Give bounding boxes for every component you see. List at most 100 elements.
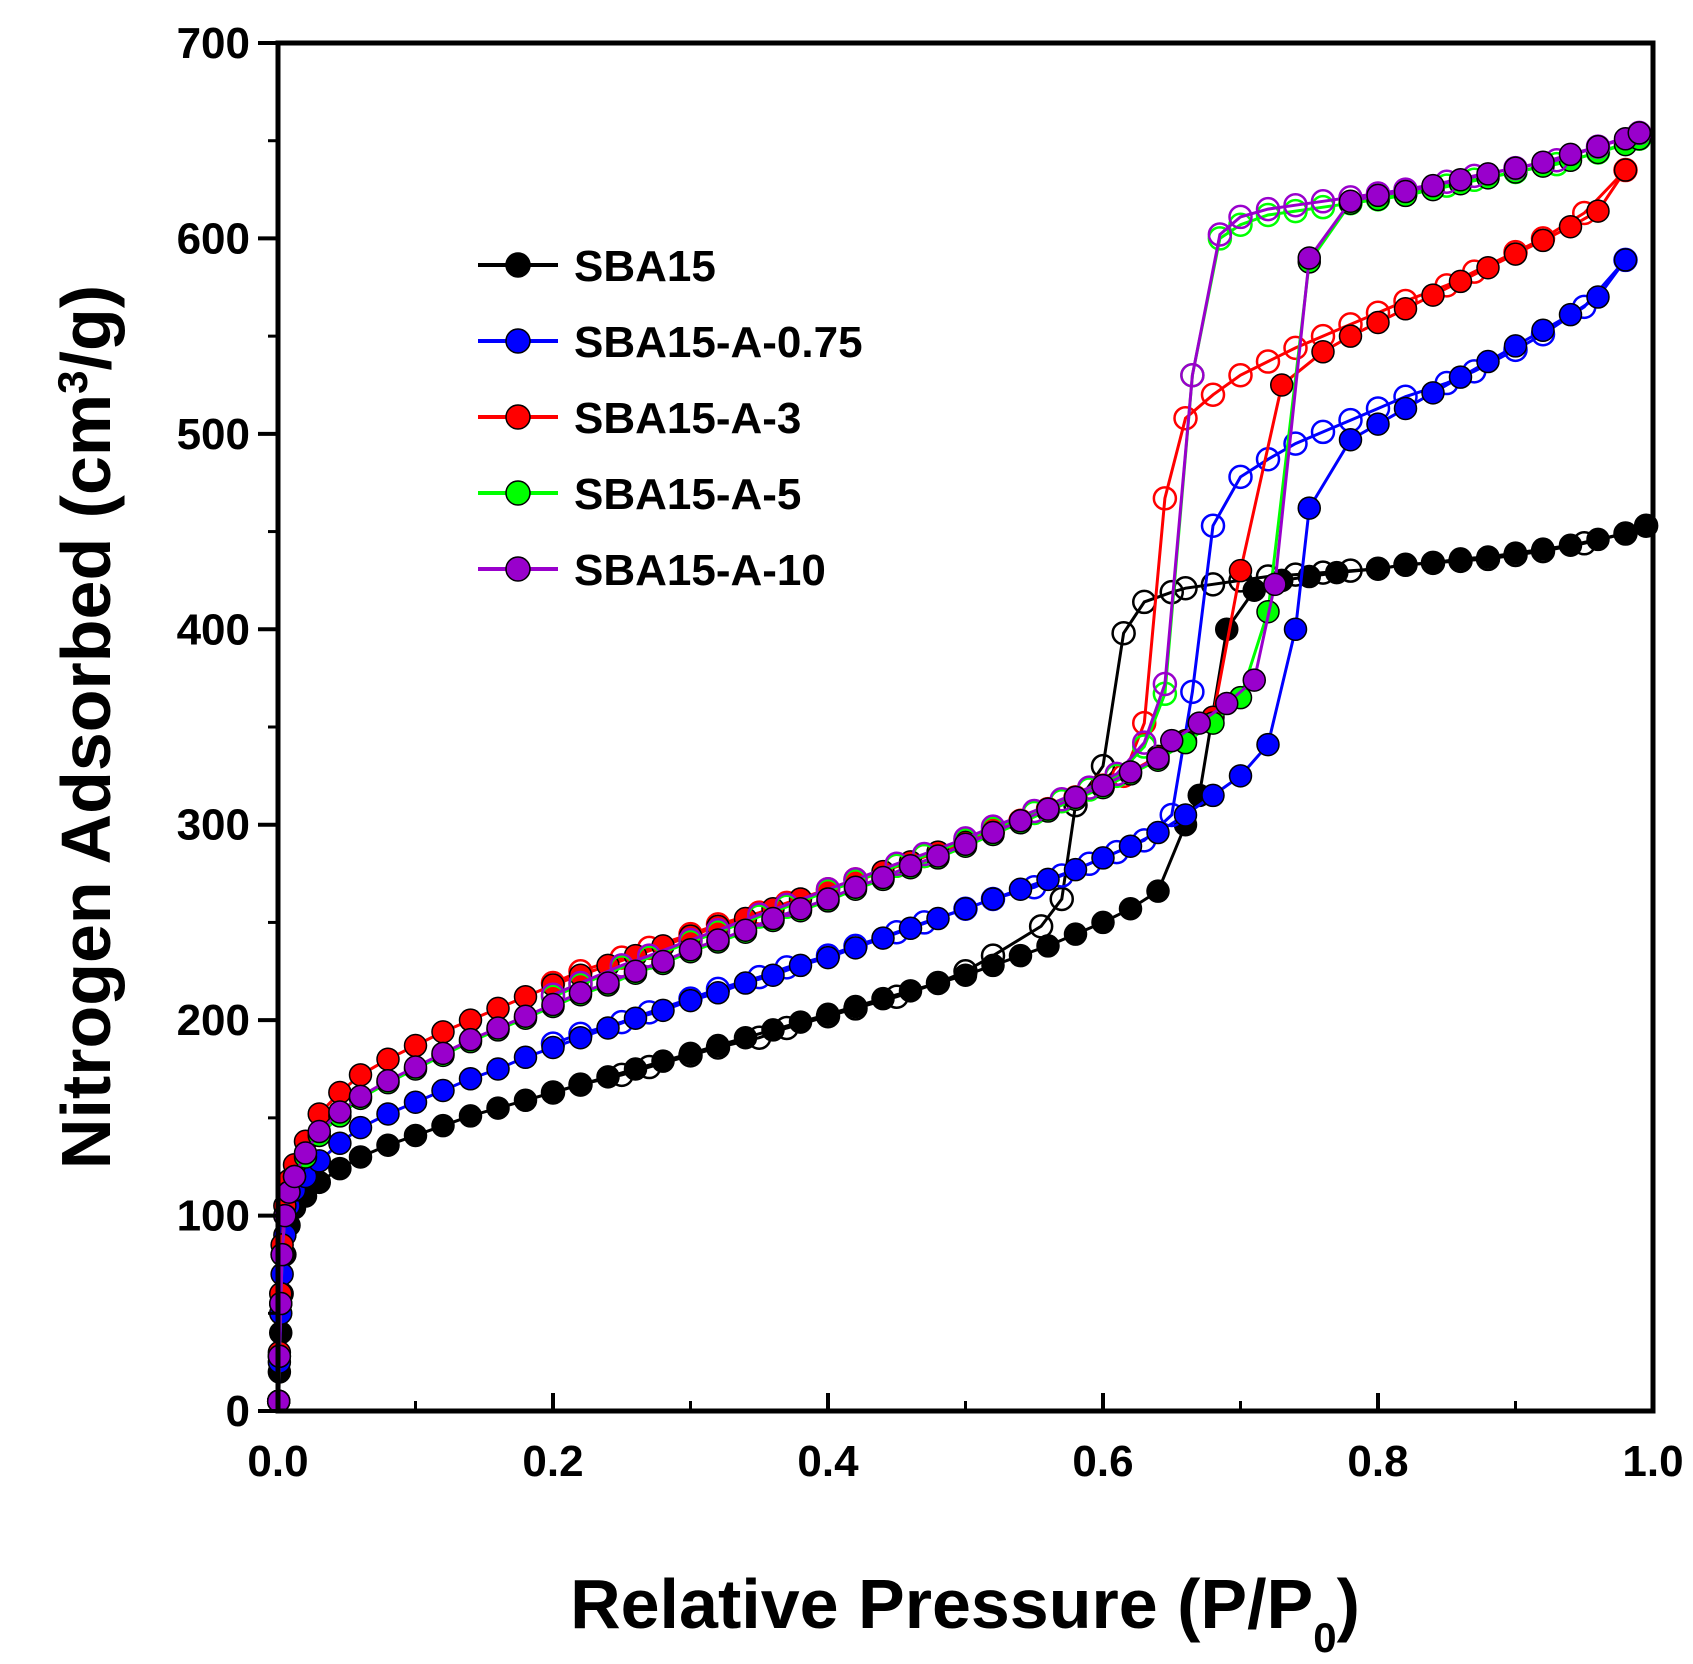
adsorption-point bbox=[871, 865, 895, 890]
adsorption-point bbox=[541, 1035, 565, 1060]
desorption-point bbox=[1200, 513, 1226, 538]
adsorption-point bbox=[623, 1057, 648, 1081]
adsorption-point bbox=[1215, 691, 1239, 716]
adsorption-point bbox=[458, 1104, 483, 1128]
x-axis-title: Relative Pressure (P/P0) bbox=[570, 1565, 1360, 1659]
adsorption-point bbox=[328, 1080, 352, 1105]
adsorption-point bbox=[1558, 142, 1583, 167]
adsorption-point bbox=[568, 1025, 593, 1050]
desorption-point bbox=[1152, 671, 1178, 697]
adsorption-point bbox=[1297, 564, 1321, 589]
adsorption-point bbox=[1627, 121, 1651, 145]
adsorption-point bbox=[513, 1088, 538, 1113]
adsorption-point bbox=[1091, 773, 1115, 798]
adsorption-point bbox=[1146, 746, 1170, 771]
adsorption-point bbox=[1063, 857, 1088, 882]
y-tick-label: 100 bbox=[177, 1192, 250, 1241]
adsorption-point bbox=[486, 1016, 510, 1040]
adsorption-point bbox=[307, 1119, 331, 1144]
adsorption-point bbox=[898, 916, 923, 941]
legend-marker bbox=[505, 404, 531, 430]
x-tick-label: 1.0 bbox=[1622, 1437, 1683, 1486]
desorption-point bbox=[1228, 362, 1253, 388]
adsorption-point bbox=[1173, 803, 1198, 827]
adsorption-point bbox=[596, 971, 620, 995]
desorption-point bbox=[1152, 486, 1178, 511]
adsorption-point bbox=[1242, 578, 1266, 602]
adsorption-point bbox=[706, 1033, 730, 1058]
y-axis-title: Nitrogen Adsorbed (cm3/g) bbox=[47, 285, 125, 1169]
adsorption-point bbox=[981, 820, 1005, 845]
adsorption-point bbox=[348, 1145, 373, 1169]
adsorption-point bbox=[1366, 183, 1390, 208]
adsorption-point bbox=[1118, 760, 1143, 784]
adsorption-point bbox=[898, 854, 923, 878]
adsorption-point bbox=[1311, 340, 1335, 364]
adsorption-point bbox=[1146, 820, 1170, 845]
desorption-point bbox=[1255, 349, 1281, 374]
x-tick-label: 0.4 bbox=[797, 1437, 859, 1486]
adsorption-point bbox=[348, 1063, 373, 1087]
desorption-point bbox=[1180, 362, 1205, 388]
adsorption-point bbox=[733, 1025, 758, 1050]
adsorption-point bbox=[1421, 551, 1445, 575]
adsorption-point bbox=[678, 1041, 703, 1066]
adsorption-line bbox=[277, 524, 1647, 1402]
adsorption-point bbox=[1421, 173, 1445, 198]
adsorption-point bbox=[431, 1113, 455, 1138]
adsorption-point bbox=[1476, 162, 1500, 186]
desorption-point bbox=[1283, 431, 1308, 456]
legend-marker bbox=[505, 252, 531, 278]
adsorption-point bbox=[1338, 427, 1363, 452]
adsorption-point bbox=[788, 953, 813, 978]
desorption-point bbox=[1283, 192, 1308, 218]
desorption-point bbox=[1228, 204, 1253, 230]
adsorption-point bbox=[513, 984, 538, 1009]
adsorption-point bbox=[1325, 560, 1349, 585]
adsorption-point bbox=[1146, 879, 1170, 903]
adsorption-point bbox=[486, 1096, 510, 1120]
adsorption-point bbox=[1201, 783, 1225, 808]
adsorption-point bbox=[403, 1123, 428, 1148]
adsorption-point bbox=[1421, 283, 1445, 307]
adsorption-point bbox=[1448, 365, 1473, 389]
adsorption-point bbox=[1366, 556, 1390, 581]
adsorption-point bbox=[623, 959, 648, 984]
adsorption-point bbox=[651, 1049, 675, 1073]
x-axis-title-sub: 0 bbox=[1313, 1614, 1336, 1660]
adsorption-point bbox=[953, 832, 978, 857]
adsorption-point bbox=[1118, 896, 1143, 921]
y-tick-label: 700 bbox=[177, 19, 250, 68]
adsorption-point bbox=[1118, 834, 1143, 858]
adsorption-point bbox=[1421, 381, 1445, 405]
adsorption-point bbox=[458, 1067, 483, 1091]
adsorption-point bbox=[678, 988, 703, 1013]
adsorption-point bbox=[403, 1033, 428, 1058]
desorption-point bbox=[1255, 196, 1281, 222]
adsorption-point bbox=[1338, 324, 1363, 348]
adsorption-point bbox=[328, 1131, 352, 1156]
adsorption-point bbox=[761, 906, 785, 931]
adsorption-point bbox=[843, 994, 868, 1019]
adsorption-point bbox=[1586, 285, 1610, 309]
adsorption-point bbox=[1531, 228, 1555, 253]
adsorption-point bbox=[596, 1016, 620, 1040]
y-axis: 0 100 200 300 400 500 600 700 bbox=[177, 19, 278, 1436]
adsorption-point bbox=[1476, 255, 1500, 280]
adsorption-point bbox=[1558, 533, 1583, 558]
adsorption-point bbox=[458, 1027, 483, 1052]
desorption-point bbox=[1132, 710, 1157, 736]
adsorption-point bbox=[513, 1004, 538, 1028]
adsorption-point bbox=[1366, 412, 1390, 436]
adsorption-point bbox=[926, 971, 950, 995]
adsorption-point bbox=[1187, 711, 1211, 735]
y-tick-label: 500 bbox=[177, 410, 250, 459]
adsorption-point bbox=[348, 1084, 373, 1109]
series-2 bbox=[266, 157, 1638, 1413]
adsorption-point bbox=[1036, 867, 1060, 892]
x-tick-label: 0.0 bbox=[247, 1437, 308, 1486]
adsorption-line bbox=[277, 131, 1640, 1402]
adsorption-point bbox=[843, 936, 868, 960]
adsorption-point bbox=[596, 1065, 620, 1089]
adsorption-point bbox=[1228, 558, 1253, 583]
